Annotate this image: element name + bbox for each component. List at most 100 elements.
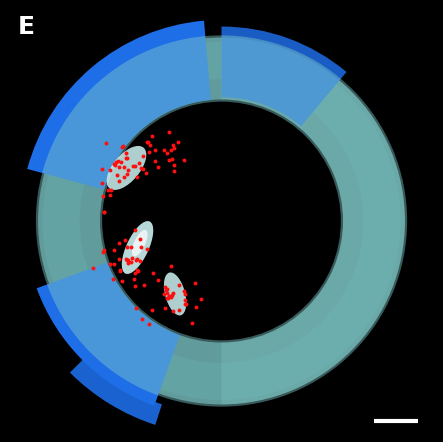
Text: E: E: [18, 15, 35, 39]
Point: [167, 263, 175, 270]
Point: [144, 139, 151, 146]
Wedge shape: [38, 38, 405, 404]
Point: [134, 268, 141, 275]
Point: [124, 259, 131, 266]
Point: [189, 319, 196, 326]
Point: [116, 177, 123, 184]
Wedge shape: [222, 38, 405, 404]
Point: [132, 163, 139, 170]
Point: [164, 286, 171, 293]
Point: [176, 306, 183, 313]
Point: [99, 166, 106, 173]
Point: [115, 157, 122, 164]
Point: [109, 276, 116, 283]
Point: [161, 147, 168, 154]
Point: [108, 187, 115, 194]
Point: [132, 305, 140, 312]
Point: [182, 301, 189, 308]
Point: [175, 139, 182, 146]
Point: [105, 187, 112, 194]
Point: [163, 290, 171, 297]
Point: [142, 169, 149, 176]
Point: [113, 158, 120, 165]
Ellipse shape: [132, 230, 148, 256]
Point: [161, 283, 168, 290]
Point: [163, 149, 171, 156]
Point: [165, 295, 172, 302]
Point: [198, 295, 205, 302]
Point: [133, 256, 140, 263]
Point: [168, 146, 175, 153]
Point: [119, 142, 126, 149]
Point: [181, 297, 188, 304]
Point: [116, 267, 123, 274]
Point: [114, 171, 121, 178]
Point: [136, 235, 144, 242]
Point: [138, 316, 145, 323]
Point: [170, 161, 177, 168]
Ellipse shape: [107, 146, 146, 190]
Point: [117, 266, 124, 273]
Point: [110, 260, 117, 267]
Point: [163, 294, 170, 301]
Wedge shape: [37, 263, 180, 406]
Point: [106, 260, 113, 267]
Point: [118, 278, 125, 285]
Point: [110, 160, 117, 167]
Point: [106, 166, 113, 173]
Point: [144, 245, 151, 252]
Point: [168, 155, 175, 162]
Point: [122, 150, 129, 157]
Point: [161, 304, 168, 311]
Wedge shape: [36, 35, 407, 407]
Point: [169, 289, 176, 296]
Wedge shape: [27, 21, 211, 190]
Point: [131, 276, 138, 283]
Point: [118, 158, 125, 165]
Point: [137, 258, 144, 265]
Ellipse shape: [122, 221, 153, 274]
Point: [163, 286, 170, 293]
Point: [123, 155, 130, 162]
Point: [121, 174, 128, 181]
Point: [115, 255, 122, 263]
Point: [102, 140, 109, 147]
Point: [171, 144, 178, 151]
Point: [136, 160, 143, 167]
Point: [124, 256, 131, 263]
Point: [101, 208, 108, 215]
Point: [148, 132, 155, 139]
Point: [116, 164, 123, 171]
Point: [124, 256, 131, 263]
Point: [140, 281, 147, 288]
Point: [149, 307, 156, 314]
Point: [110, 247, 117, 254]
Point: [169, 308, 176, 315]
Point: [133, 255, 140, 263]
Point: [150, 270, 157, 277]
Point: [128, 254, 136, 261]
Wedge shape: [43, 42, 400, 400]
Point: [100, 248, 107, 255]
Point: [167, 293, 174, 301]
Point: [100, 209, 107, 216]
Point: [101, 247, 108, 254]
Point: [115, 240, 122, 247]
Wedge shape: [70, 357, 162, 425]
Point: [131, 226, 138, 233]
Point: [132, 282, 139, 290]
Point: [146, 142, 153, 149]
Point: [176, 282, 183, 289]
Point: [165, 129, 172, 136]
Point: [169, 142, 176, 149]
Point: [182, 290, 189, 297]
Point: [151, 158, 158, 165]
Point: [138, 244, 145, 251]
Point: [99, 180, 106, 187]
Wedge shape: [222, 27, 346, 126]
Point: [181, 156, 188, 163]
Point: [193, 304, 200, 311]
Point: [123, 255, 130, 263]
Point: [161, 290, 168, 297]
Point: [152, 146, 159, 153]
